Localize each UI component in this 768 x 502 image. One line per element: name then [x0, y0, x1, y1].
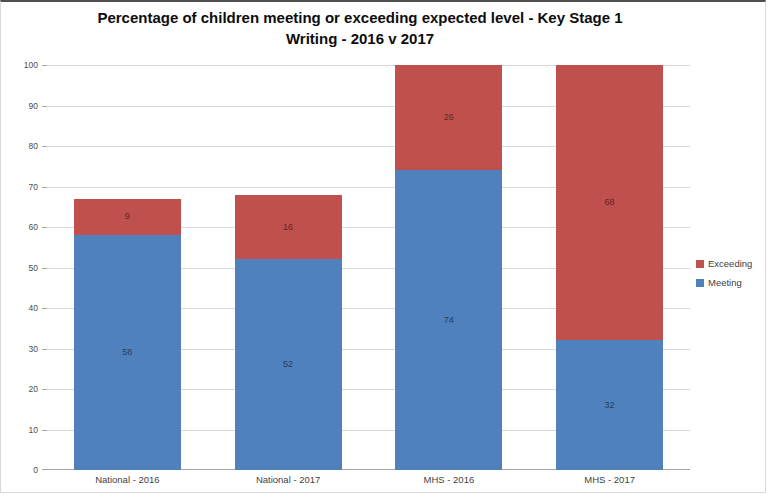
x-category-label-4: MHS - 2017: [529, 474, 690, 486]
chart-title: Percentage of children meeting or exceed…: [0, 7, 720, 49]
plot-area: 58 9 52 16 74 26 32 68: [47, 65, 690, 470]
chart-title-line2: Writing - 2016 v 2017: [0, 28, 720, 49]
exceeding-swatch-icon: [696, 260, 704, 268]
chart-screenshot: Percentage of children meeting or exceed…: [0, 0, 768, 502]
bar-segment-meeting: 32: [556, 340, 663, 470]
y-tick-label-70: 70: [0, 182, 38, 192]
stacked-bar-national-2017: 52 16: [235, 195, 342, 470]
bar-segment-meeting: 74: [395, 170, 502, 470]
data-label-meeting: 74: [444, 316, 454, 325]
x-category-label-1: National - 2016: [47, 474, 208, 486]
data-label-exceeding: 16: [283, 223, 293, 232]
legend-entry-exceeding: Exceeding: [696, 259, 752, 269]
bar-segment-exceeding: 68: [556, 65, 663, 340]
data-label-exceeding: 68: [605, 198, 615, 207]
legend-label-exceeding: Exceeding: [708, 259, 752, 269]
y-tick-label-90: 90: [0, 101, 38, 111]
stacked-bar-mhs-2017: 32 68: [556, 65, 663, 470]
x-axis-category-labels: National - 2016National - 2017MHS - 2016…: [47, 474, 690, 490]
y-tick-label-40: 40: [0, 303, 38, 313]
data-label-meeting: 52: [283, 360, 293, 369]
bar-segment-exceeding: 16: [235, 195, 342, 260]
legend-label-meeting: Meeting: [708, 278, 742, 288]
y-tick-label-50: 50: [0, 263, 38, 273]
stacked-bar-national-2016: 58 9: [74, 199, 181, 470]
bar-segment-meeting: 52: [235, 259, 342, 470]
y-tick-label-100: 100: [0, 60, 38, 70]
chart-legend: Exceeding Meeting: [696, 259, 752, 297]
bar-segment-exceeding: 26: [395, 65, 502, 170]
x-category-label-2: National - 2017: [208, 474, 369, 486]
meeting-swatch-icon: [696, 279, 704, 287]
y-tick-label-80: 80: [0, 141, 38, 151]
data-label-meeting: 58: [122, 348, 132, 357]
bar-segment-meeting: 58: [74, 235, 181, 470]
chart-title-line1: Percentage of children meeting or exceed…: [0, 7, 720, 28]
y-tick-label-30: 30: [0, 344, 38, 354]
y-tick-label-0: 0: [0, 465, 38, 475]
data-label-exceeding: 26: [444, 113, 454, 122]
y-tick-label-60: 60: [0, 222, 38, 232]
y-tick-label-20: 20: [0, 384, 38, 394]
bar-segment-exceeding: 9: [74, 199, 181, 235]
stacked-bar-mhs-2016: 74 26: [395, 65, 502, 470]
y-axis-tick-labels: 0102030405060708090100: [0, 65, 38, 471]
data-label-meeting: 32: [605, 401, 615, 410]
data-label-exceeding: 9: [125, 212, 130, 221]
legend-entry-meeting: Meeting: [696, 278, 752, 288]
x-category-label-3: MHS - 2016: [369, 474, 530, 486]
y-tick-label-10: 10: [0, 425, 38, 435]
